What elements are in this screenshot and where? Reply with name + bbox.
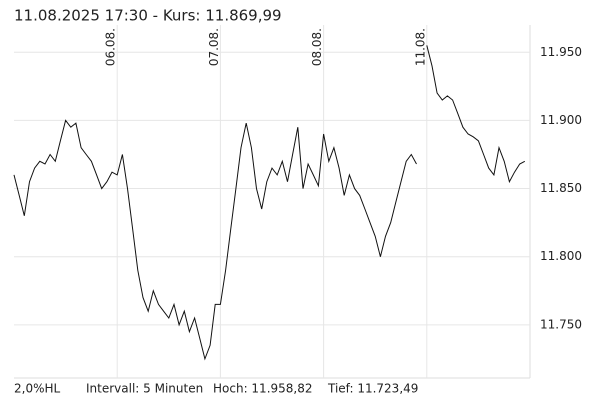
footer-text: 2,0%HL: [14, 382, 61, 396]
x-tick-label: 08.08.: [310, 28, 324, 66]
y-tick-label: 11.900: [540, 113, 582, 127]
footer-text: Hoch: 11.958,82: [213, 382, 313, 396]
y-tick-label: 11.800: [540, 249, 582, 263]
price-line: [13, 45, 526, 361]
y-tick-label: 11.950: [540, 45, 582, 59]
x-tick-label: 11.08.: [413, 28, 427, 66]
y-tick-label: 11.850: [540, 181, 582, 195]
x-tick-label: 07.08.: [207, 28, 221, 66]
y-tick-label: 11.750: [540, 317, 582, 331]
chart-title: 11.08.2025 17:30 - Kurs: 11.869,99: [14, 7, 282, 25]
footer-text: Tief: 11.723,49: [327, 382, 418, 396]
footer-text: Intervall: 5 Minuten: [86, 382, 203, 396]
x-tick-label: 06.08.: [104, 28, 118, 66]
